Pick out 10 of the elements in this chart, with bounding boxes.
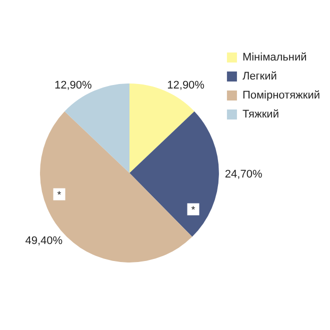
legend-label: Легкий <box>242 70 277 83</box>
legend-label: Помірнотяжкий <box>242 90 320 102</box>
data-label: 24,70% <box>224 168 262 181</box>
data-label: 49,40% <box>25 235 63 248</box>
legend-label: Мінімальний <box>242 52 307 64</box>
data-label: 12,90% <box>54 79 92 92</box>
text: * <box>57 190 62 202</box>
legend-label: Тяжкий <box>242 108 279 121</box>
text: * <box>191 205 196 216</box>
data-label: 12,90% <box>167 79 205 92</box>
